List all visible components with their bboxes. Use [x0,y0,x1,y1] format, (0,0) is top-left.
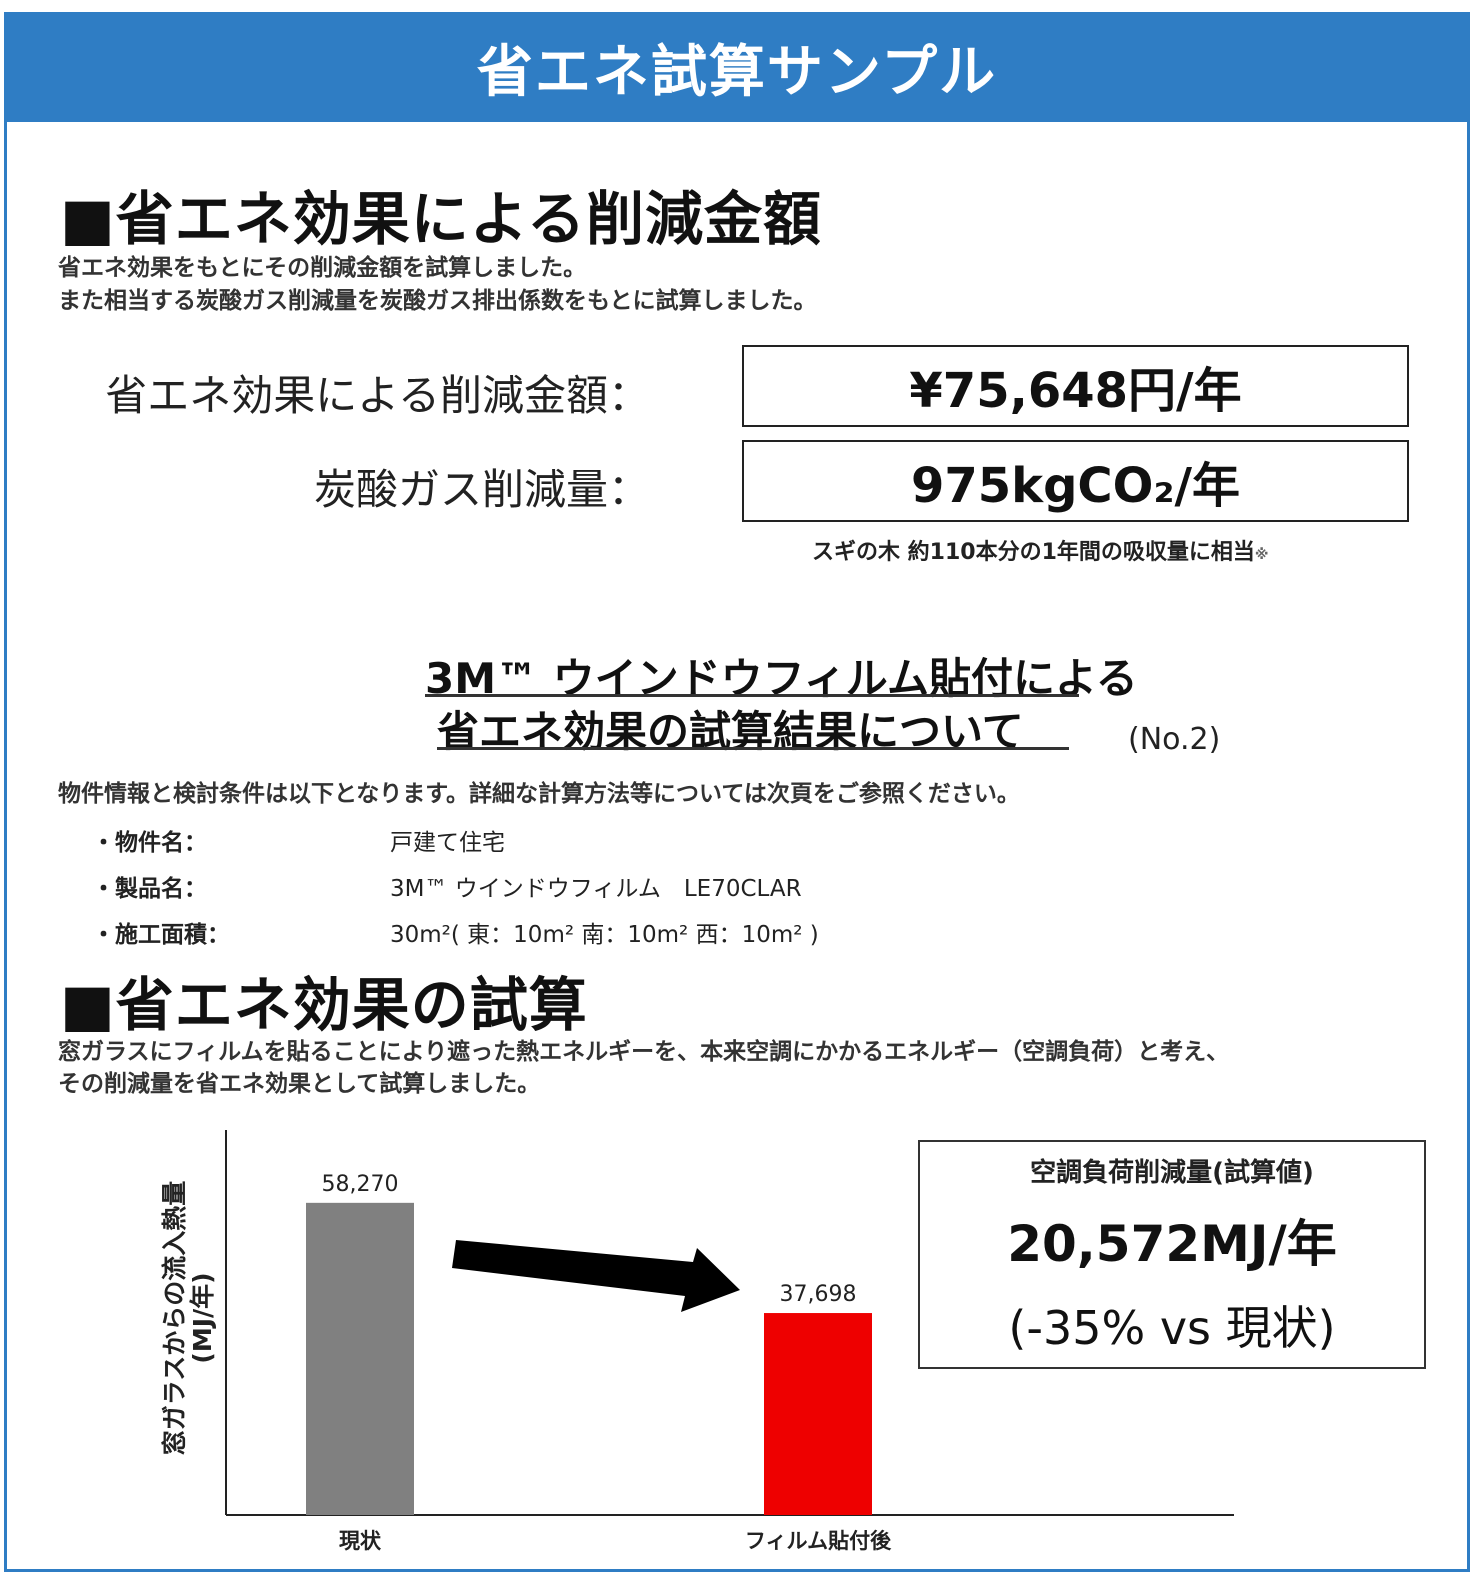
title-underline-2 [437,747,1069,750]
bars-group: 58,270 現状 37,698 フィルム貼付後 [306,1172,892,1553]
bar-value-label: 37,698 [780,1282,857,1307]
co2-reduction-value: 975kgCO₂/年 [742,440,1409,522]
bar-value-label: 58,270 [322,1172,399,1197]
section-description-line2: また相当する炭酸ガス削減量を炭酸ガス排出係数をもとに試算しました。 [58,288,817,314]
result-change: (-35% vs 現状) [1008,1301,1336,1355]
savings-amount-value: ¥75,648円/年 [742,345,1409,427]
install-area-label: ・施工面積： [92,922,230,948]
savings-amount-label: 省エネ効果による削減金額： [105,371,650,420]
report-intro: 物件情報と検討条件は以下となります。詳細な計算方法等については次頁をご参照くださ… [58,781,1020,807]
cedar-tree-note: スギの木 約110本分の1年間の吸収量に相当※ [812,534,1269,566]
result-title: 空調負荷削減量(試算値) [1030,1158,1314,1188]
y-axis-unit: (MJ/年) [188,1272,217,1363]
calculation-description-line1: 窓ガラスにフィルムを貼ることにより遮った熱エネルギーを、本来空調にかかるエネルギ… [58,1039,1230,1065]
section-heading-savings: ■省エネ効果による削減金額 [60,185,823,253]
property-name-label: ・物件名： [92,830,207,856]
result-box: 空調負荷削減量(試算値) 20,572MJ/年 (-35% vs 現状) [918,1140,1426,1369]
x-tick-label: フィルム貼付後 [745,1529,892,1553]
report-number: (No.2) [1128,722,1221,757]
note-mark: ※ [1254,547,1269,563]
co2-reduction-label: 炭酸ガス削減量： [313,465,650,514]
result-value: 20,572MJ/年 [1007,1215,1337,1273]
property-name-value: 戸建て住宅 [390,830,505,856]
product-name-value: 3M™ ウインドウフィルム LE70CLAR [390,876,802,902]
section-description-line1: 省エネ効果をもとにその削減金額を試算しました。 [58,255,587,281]
bar-current [306,1202,414,1515]
page-title: 省エネ試算サンプル [4,12,1470,122]
cedar-tree-note-text: スギの木 約110本分の1年間の吸収量に相当 [812,540,1255,565]
y-axis-label: 窓ガラスからの流入熱量 [160,1181,189,1456]
bar-after-film [764,1313,872,1515]
install-area-value: 30m²( 東：10m² 南：10m² 西：10m² ) [390,922,819,948]
title-underline-1 [425,694,1079,697]
section-heading-calculation: ■省エネ効果の試算 [60,971,588,1039]
x-tick-label: 現状 [339,1529,382,1553]
product-name-label: ・製品名： [92,876,207,902]
reduction-arrow [452,1240,740,1312]
calculation-description-line2: その削減量を省エネ効果として試算しました。 [58,1071,541,1097]
